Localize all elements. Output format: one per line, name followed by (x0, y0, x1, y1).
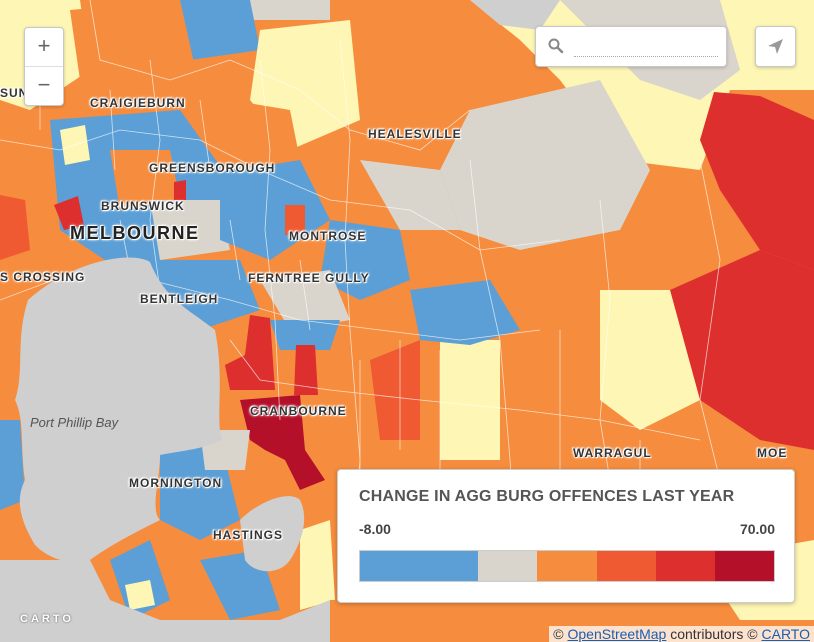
place-label-montrose: MONTROSE (289, 229, 367, 243)
copyright-symbol: © (747, 626, 758, 642)
place-label-melbourne: MELBOURNE (70, 223, 200, 243)
region-fill (225, 315, 275, 390)
western-port-water (240, 496, 305, 572)
place-label-brunswick: BRUNSWICK (101, 199, 185, 213)
place-label-crossing: S CROSSING (0, 270, 86, 284)
place-label-warragul: WARRAGUL (573, 446, 652, 460)
region-fill (360, 160, 460, 230)
region-fill (600, 290, 700, 430)
region-fill (440, 80, 650, 250)
zoom-in-button[interactable]: + (25, 28, 63, 67)
share-button[interactable] (755, 26, 796, 67)
region-fill (150, 200, 230, 260)
region-fill (330, 600, 470, 642)
legend-color-bin (360, 551, 420, 581)
zoom-control: + − (24, 27, 64, 106)
legend-title: CHANGE IN AGG BURG OFFENCES LAST YEAR (359, 488, 735, 505)
legend-min-label: -8.00 (359, 521, 391, 537)
ocean-water (0, 560, 330, 642)
region-fill (370, 340, 420, 440)
legend-color-bin (714, 551, 774, 581)
region-fill (285, 205, 305, 235)
openstreetmap-link[interactable]: OpenStreetMap (567, 626, 667, 642)
copyright-symbol: © (553, 626, 564, 642)
region-fill (174, 180, 186, 200)
legend-color-bin (655, 551, 715, 581)
port-phillip-bay-water (15, 257, 222, 562)
place-label-hastings: HASTINGS (213, 528, 284, 542)
search-icon (548, 38, 564, 54)
legend-max-label: 70.00 (739, 521, 775, 537)
north-water (470, 0, 560, 30)
place-label-ferntree-gully: FERNTREE GULLY (248, 271, 370, 285)
search-input[interactable] (574, 36, 718, 57)
region-fill (700, 92, 814, 270)
carto-logo: CARTO (20, 613, 74, 625)
place-label-sunbury: SUN (0, 86, 29, 100)
region-fill (270, 320, 340, 350)
place-label-mornington: MORNINGTON (129, 476, 223, 490)
legend-color-bin (537, 551, 597, 581)
zoom-out-button[interactable]: − (37, 72, 51, 97)
legend-color-bin (478, 551, 538, 581)
region-fill (320, 220, 410, 300)
boundary-lines (0, 0, 731, 601)
place-label-moe: MOE (757, 446, 788, 460)
legend-color-bin (419, 551, 479, 581)
region-fill (300, 520, 335, 610)
carto-link[interactable]: CARTO (761, 626, 811, 642)
region-fill (294, 345, 318, 395)
region-fill (125, 580, 155, 610)
region-fill (180, 0, 260, 60)
region-fill (240, 0, 330, 20)
region-fill (0, 195, 30, 260)
place-label-greensborough: GREENSBOROUGH (149, 161, 276, 175)
map-legend: CHANGE IN AGG BURG OFFENCES LAST YEAR -8… (337, 469, 795, 603)
region-fill (410, 280, 520, 345)
legend-color-bin (596, 551, 656, 581)
water-label-port-phillip-bay: Port Phillip Bay (30, 415, 119, 430)
share-icon (768, 39, 783, 54)
region-fill (440, 340, 500, 460)
map-attribution: © OpenStreetMap contributors © CARTO (549, 626, 814, 642)
place-label-cranbourne: CRANBOURNE (250, 404, 347, 418)
region-fill (670, 250, 814, 450)
region-fill (350, 10, 470, 200)
place-label-bentleigh: BENTLEIGH (140, 292, 219, 306)
region-fill (110, 150, 180, 210)
place-label-healesville: HEALESVILLE (368, 127, 462, 141)
search-box (535, 26, 727, 67)
region-fill (70, 0, 200, 110)
region-fill (240, 395, 325, 490)
region-fill (0, 420, 25, 510)
place-label-craigieburn: CRAIGIEBURN (90, 96, 186, 110)
region-fill (230, 100, 300, 170)
attribution-contributors: contributors (670, 626, 744, 642)
region-fill (110, 540, 170, 620)
legend-color-ramp (359, 550, 775, 582)
region-fill (54, 196, 84, 230)
